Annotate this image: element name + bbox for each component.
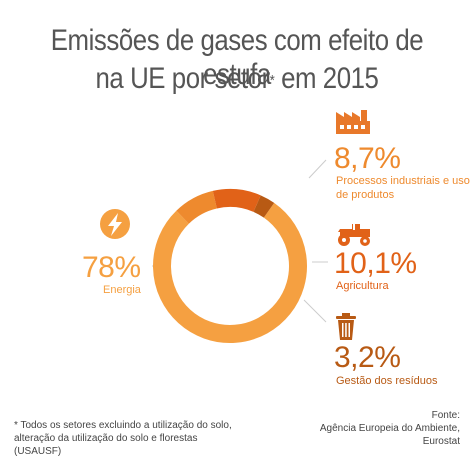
footnote: * Todos os setores excluindo a utilizaçã… (14, 419, 244, 458)
footnote-line-2: alteração da utilização do solo e flores… (14, 433, 198, 457)
source-line-1: Agência Europeia do Ambiente, (319, 423, 460, 434)
industry-name-label-line-1: Processos industriais e uso (336, 175, 470, 187)
agriculture-slice (212, 189, 261, 213)
source-note: Fonte: Agência Europeia do Ambiente, Eur… (320, 409, 460, 448)
energy-name-label: Energia (103, 284, 141, 296)
lightning-icon (100, 209, 130, 239)
energy-slice (153, 202, 307, 343)
chart-title-line-2: na UE por setor* em 2015 (33, 62, 441, 96)
footnote-marker: * (269, 72, 275, 89)
agriculture-value-label: 10,1% (334, 247, 417, 280)
industry-name-label-line-2: de produtos (336, 189, 395, 201)
factory-icon (336, 110, 370, 134)
tractor-icon (338, 224, 370, 246)
trash-bin-icon (336, 313, 356, 340)
industry-value-label: 8,7% (334, 142, 401, 175)
chart-title-line-1: Emissões de gases com efeito de estufa (50, 24, 424, 91)
chart-title-year: em 2015 (274, 62, 379, 95)
industry-slice (176, 190, 218, 224)
energy-value-label: 78% (82, 251, 141, 284)
waste-name-label: Gestão dos resíduos (336, 375, 438, 387)
agriculture-name-label: Agricultura (336, 280, 389, 292)
footnote-line-1: * Todos os setores excluindo a utilizaçã… (14, 420, 232, 431)
source-heading: Fonte: (431, 410, 460, 421)
donut-slices (153, 189, 307, 343)
waste-leader-line (303, 299, 327, 323)
source-line-2: Eurostat (422, 436, 460, 447)
chart-title-text: na UE por setor (95, 62, 271, 95)
waste-slice (253, 195, 275, 218)
waste-value-label: 3,2% (334, 341, 401, 374)
industry-leader-line (308, 159, 327, 179)
